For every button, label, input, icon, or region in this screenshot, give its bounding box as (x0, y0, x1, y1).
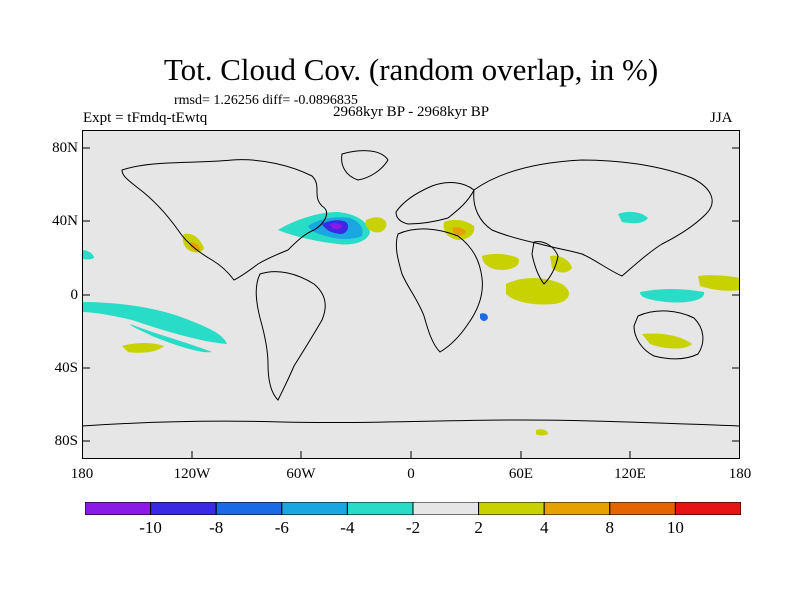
anomaly-arabia (482, 253, 520, 270)
colorbar-label: -6 (274, 518, 289, 537)
colorbar-segment (150, 502, 217, 515)
ytick-label: 0 (70, 287, 79, 303)
coast-north-america (121, 159, 327, 281)
season-label: JJA (710, 110, 733, 126)
anomaly-mexico-core (190, 242, 200, 251)
anomaly-med (365, 217, 387, 233)
xtick-label: 120W (173, 466, 211, 482)
colorbar-segment (412, 502, 480, 515)
chart-title: Tot. Cloud Cov. (random overlap, in %) (163, 52, 659, 87)
colorbar-label: 2 (474, 518, 483, 537)
colorbar-label: -8 (209, 518, 224, 537)
colorbar-label: -4 (340, 518, 355, 537)
coast-australia (633, 310, 704, 360)
colorbar-label: 10 (666, 518, 684, 537)
colorbar-label: -10 (139, 518, 162, 537)
coast-south-america (255, 271, 326, 401)
xtick-label: 0 (407, 466, 415, 482)
map-background (82, 130, 740, 459)
colorbar-segment (609, 502, 676, 515)
anomaly-australia-south (642, 333, 692, 349)
coast-africa (395, 228, 483, 353)
xtick-label: 60E (508, 466, 534, 482)
coast-antarctica (82, 419, 740, 427)
colorbar-segment (543, 502, 611, 515)
colorbar-label: 4 (539, 518, 549, 537)
colorbar (85, 502, 741, 515)
coastlines (82, 150, 740, 427)
anomaly-pacific-south-2 (130, 324, 212, 353)
anomaly-pacific-west (698, 275, 740, 291)
anomaly-asia-north (618, 211, 648, 224)
xtick-label: 180 (70, 466, 94, 482)
xtick-label: 180 (728, 466, 752, 482)
xtick-label: 60W (286, 466, 316, 482)
anomaly-india (550, 255, 572, 273)
anomaly-maritime (640, 289, 705, 303)
anomaly-atlantic-center (330, 222, 342, 230)
coast-asia (473, 159, 713, 277)
anomaly-mideast-core (452, 227, 466, 236)
coast-europe (395, 182, 475, 225)
tick-marks (82, 147, 740, 459)
anomaly-africa-east (506, 278, 569, 305)
coast-india (531, 241, 559, 285)
ytick-label: 80S (54, 433, 78, 449)
stats-text: rmsd= 1.26256 diff= -0.0896835 (174, 93, 358, 108)
coast-greenland (341, 150, 389, 181)
colorbar-segment (674, 502, 741, 515)
ytick-label: 40N (52, 213, 78, 229)
anomaly-south-east-pac (82, 250, 94, 260)
colorbar-label: -2 (405, 518, 421, 537)
ytick-label: 80N (52, 140, 78, 156)
map-panel (82, 130, 740, 459)
anomaly-madagascar (480, 313, 488, 321)
colorbar-segment (346, 502, 414, 515)
anomaly-south-pacific (122, 343, 164, 353)
colorbar-label: 8 (605, 518, 615, 537)
colorbar-segment (478, 502, 545, 515)
colorbar-segment (281, 502, 348, 515)
colorbar-segment (215, 502, 283, 515)
colorbar-segment (85, 502, 152, 515)
period-text: 2968kyr BP - 2968kyr BP (332, 104, 490, 120)
anomaly-fills (82, 211, 740, 436)
ytick-label: 40S (54, 360, 78, 376)
xtick-label: 120E (614, 466, 646, 482)
experiment-label: Expt = tFmdq-tEwtq (83, 110, 208, 126)
anomaly-pacific-south (82, 302, 227, 344)
anomaly-antarctic (536, 429, 548, 436)
